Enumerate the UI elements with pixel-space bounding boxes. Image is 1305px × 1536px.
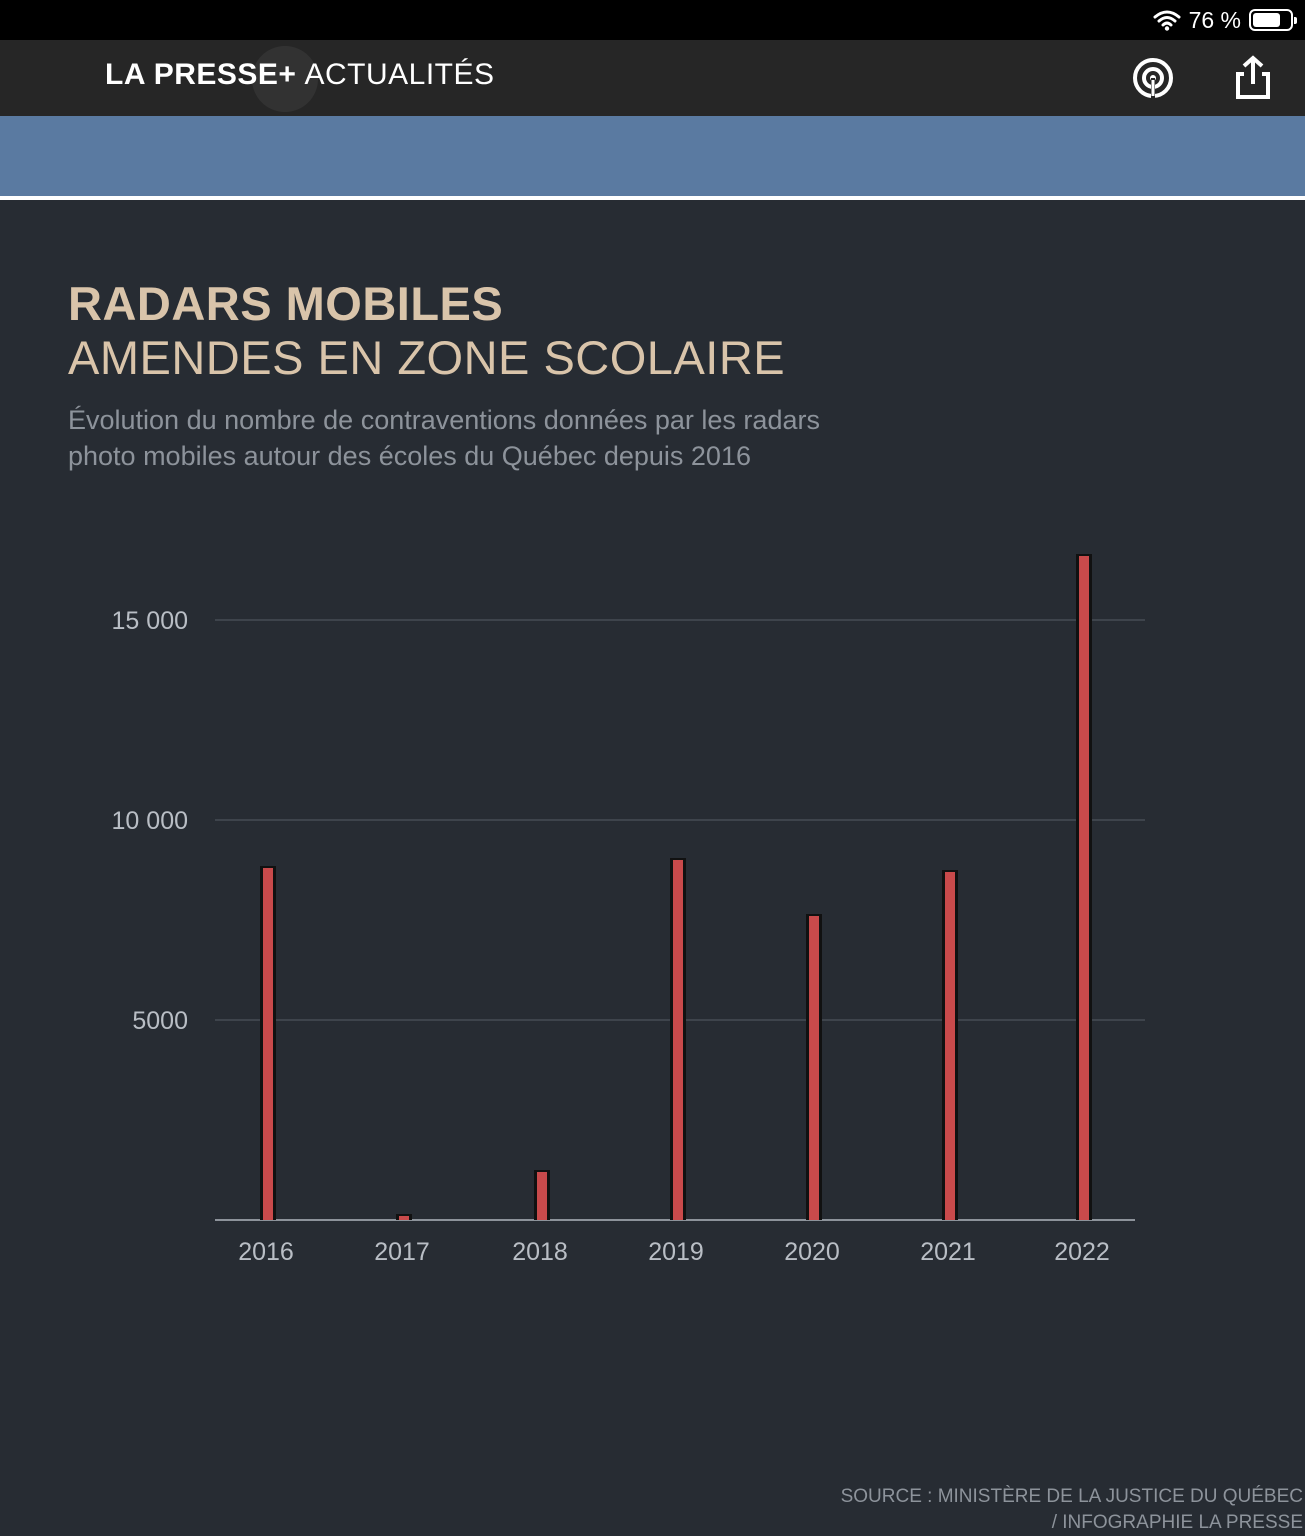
wifi-icon <box>1153 10 1181 31</box>
section-banner <box>0 116 1305 196</box>
status-bar: 76 % <box>0 0 1305 40</box>
touch-indicator <box>252 46 318 112</box>
source-credit: SOURCE : MINISTÈRE DE LA JUSTICE DU QUÉB… <box>841 1484 1303 1536</box>
chart-subtitle: AMENDES EN ZONE SCOLAIRE <box>68 331 786 384</box>
y-tick-label: 15 000 <box>112 607 188 635</box>
brand-name: LA PRESSE+ <box>105 58 297 91</box>
bar <box>945 872 955 1220</box>
divider <box>0 196 1305 200</box>
bar <box>673 860 683 1220</box>
x-tick-label: 2018 <box>512 1238 568 1266</box>
bar <box>399 1216 409 1220</box>
source-line-1: SOURCE : MINISTÈRE DE LA JUSTICE DU QUÉB… <box>840 1486 1303 1507</box>
bar <box>809 916 819 1220</box>
x-tick-label: 2019 <box>648 1238 704 1266</box>
x-tick-label: 2022 <box>1054 1238 1110 1266</box>
y-tick-label: 5000 <box>132 1007 188 1035</box>
app-header: LA PRESSE+ ACTUALITÉS <box>0 40 1305 116</box>
brand-logo[interactable]: LA PRESSE+ ACTUALITÉS <box>105 58 495 92</box>
x-tick-label: 2021 <box>920 1238 976 1266</box>
x-tick-label: 2020 <box>784 1238 840 1266</box>
bar-chart: 5000 10 000 15 000 2016 2017 2018 2019 2020 2021… <box>112 554 1145 1266</box>
share-icon[interactable] <box>1229 54 1277 102</box>
bar <box>537 1172 547 1220</box>
chart-title: RADARS MOBILES <box>68 277 504 330</box>
podcast-icon[interactable] <box>1129 54 1177 102</box>
x-tick-label: 2017 <box>374 1238 430 1266</box>
chart-description: Évolution du nombre de contraventions do… <box>68 405 820 471</box>
battery-icon <box>1249 9 1297 31</box>
y-tick-label: 10 000 <box>112 807 188 835</box>
battery-percentage: 76 % <box>1188 6 1241 33</box>
section-name: ACTUALITÉS <box>304 58 495 91</box>
x-tick-label: 2016 <box>238 1238 294 1266</box>
bar <box>1079 556 1089 1220</box>
bar <box>263 868 273 1220</box>
source-line-2: / INFOGRAPHIE LA PRESSE <box>1051 1512 1303 1533</box>
